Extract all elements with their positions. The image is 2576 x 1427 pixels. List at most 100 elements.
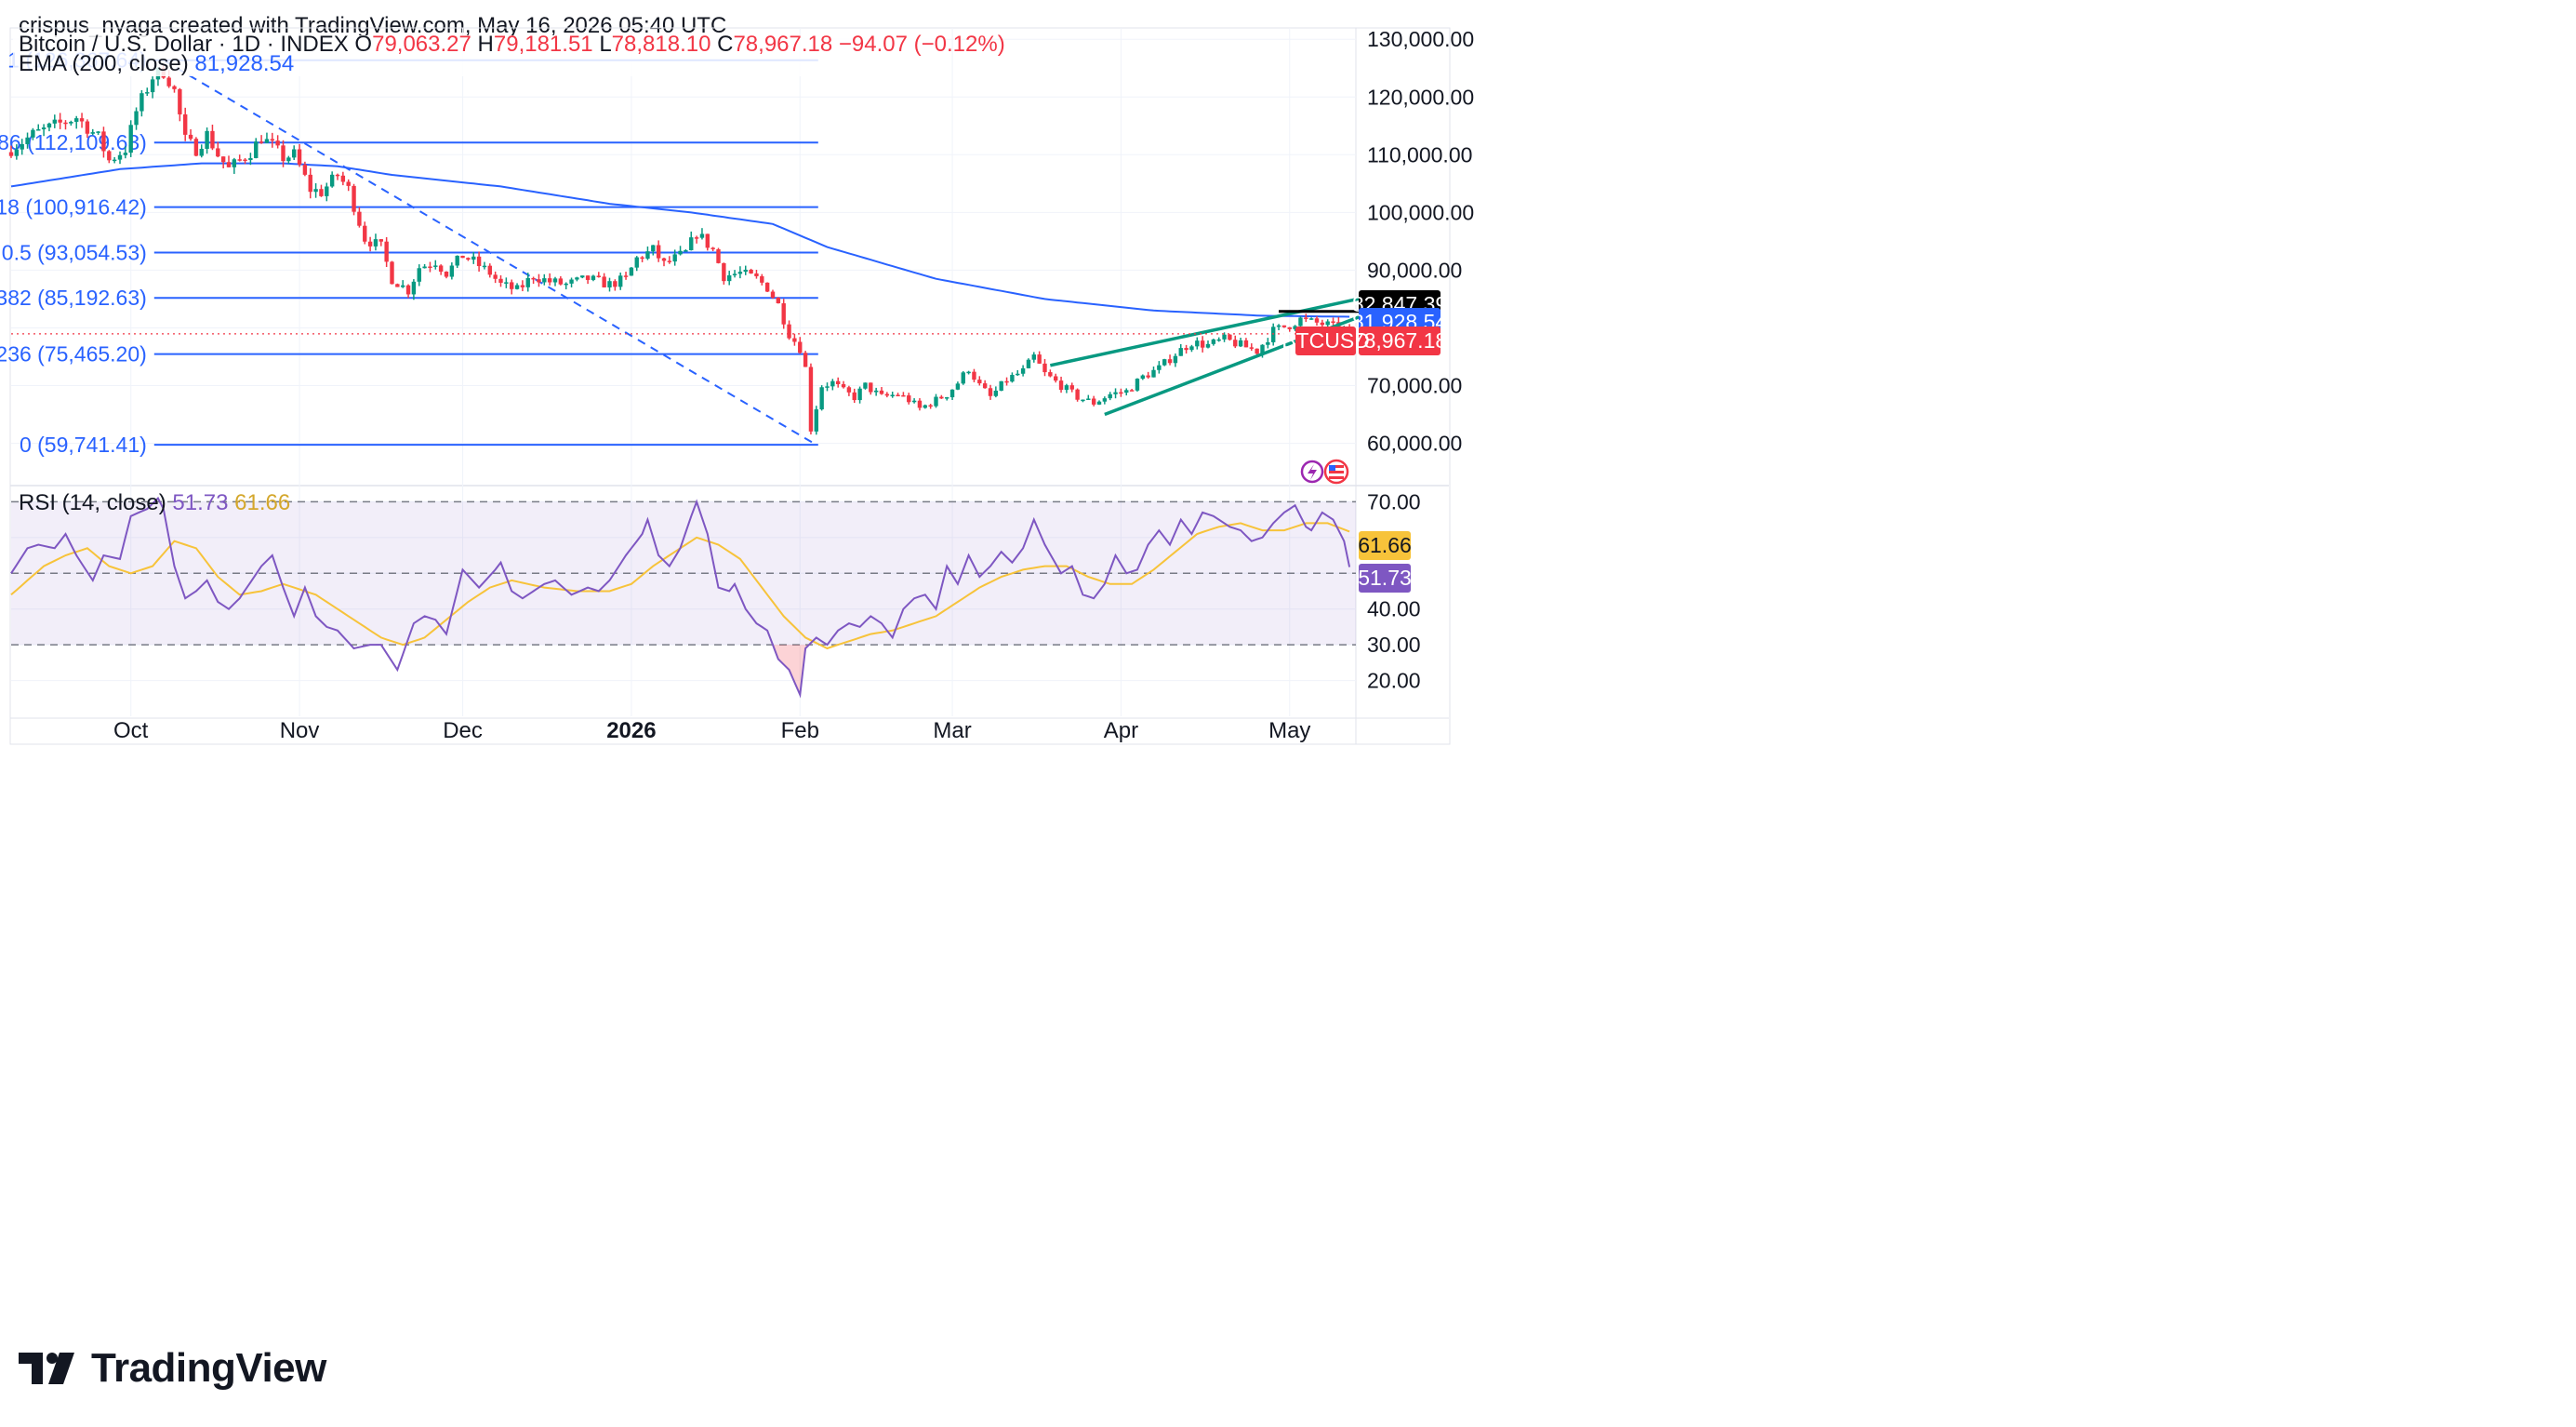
candle-body [466, 258, 471, 260]
candle-body [216, 148, 220, 157]
candle-body [699, 233, 705, 238]
candle-body [1238, 340, 1243, 347]
rsi-scale-label-bg [1359, 531, 1411, 560]
candle-body [41, 127, 46, 130]
candle-body [471, 256, 476, 260]
candle-body [487, 265, 492, 275]
time-tick-label: Oct [113, 718, 149, 743]
candle-body [1016, 373, 1020, 376]
fib-trend-line[interactable] [163, 59, 817, 447]
candle-body [613, 281, 617, 287]
tradingview-logo-icon [19, 1353, 74, 1384]
candle-body [896, 394, 900, 396]
candle-body [384, 241, 389, 262]
rising-wedge-upper[interactable] [1049, 294, 1372, 367]
candle-body [514, 285, 520, 289]
candle-body [1157, 365, 1162, 370]
candle-body [537, 279, 541, 283]
lightning-icon[interactable] [1300, 460, 1324, 484]
candle-body [798, 341, 803, 353]
candle-body [63, 122, 68, 125]
fib-label-0.786: 0.786 (112,109.63) [0, 130, 147, 154]
candle-body [1140, 375, 1145, 380]
candle-body [302, 164, 308, 175]
candle-body [199, 148, 204, 156]
price-labels: 82,847.3981,928.5478,967.18BTCUSD61.6651… [1281, 290, 1447, 593]
candle-body [819, 387, 824, 410]
ohlc-key: O [354, 32, 372, 57]
candle-body [667, 260, 672, 262]
candle-body [482, 265, 487, 268]
candle-body [1173, 355, 1178, 364]
candle-body [591, 275, 596, 280]
candle-body [329, 174, 335, 187]
candle-body [732, 273, 737, 275]
rsi-scale-label-bg [1359, 564, 1411, 593]
candle-body [1064, 385, 1069, 391]
candle-body [226, 162, 232, 167]
candle-body [972, 371, 976, 380]
candle-body [36, 129, 41, 131]
candle-body [1276, 325, 1281, 327]
candle-body [313, 189, 318, 193]
candle-body [1146, 375, 1150, 378]
candle-body [352, 185, 356, 212]
candle-body [498, 278, 503, 283]
candle-body [722, 262, 726, 282]
candle-body [1304, 317, 1308, 319]
fib-label-0.382: 0.382 (85,192.63) [0, 286, 147, 310]
grid [9, 27, 1451, 745]
candle-body [504, 282, 509, 284]
symbol-title-row: Bitcoin / U.S. Dollar · 1D · INDEX O79,0… [19, 32, 1005, 57]
candle-body [737, 272, 743, 274]
candle-body [873, 390, 879, 393]
tradingview-logo[interactable]: TradingView [19, 1345, 326, 1392]
candle-body [814, 409, 818, 432]
candle-body [923, 405, 927, 408]
candle-body [792, 338, 797, 342]
candle-body [1081, 399, 1085, 402]
candle-body [934, 396, 938, 407]
candle-body [869, 382, 873, 393]
price-change: −94.07 (−0.12%) [839, 32, 1005, 57]
rising-wedge-lower[interactable] [1104, 300, 1400, 417]
candle-body [999, 380, 1003, 391]
candle-body [85, 121, 90, 134]
candle-body [1069, 385, 1074, 390]
candle-body [634, 257, 639, 268]
candle-body [150, 79, 155, 93]
candle-body [939, 396, 944, 399]
candle-body [31, 129, 35, 138]
candle-body [1058, 380, 1064, 391]
fibonacci-retracement[interactable]: 1 (126,367.64)0.786 (112,109.63)0.618 (1… [0, 48, 818, 457]
candle-body [781, 303, 786, 325]
candle-body [286, 157, 291, 162]
candle-body [585, 275, 591, 280]
time-tick-label: 2026 [606, 718, 656, 743]
candle-body [1216, 339, 1221, 341]
candle-body [107, 151, 112, 161]
candle-body [14, 149, 20, 156]
drawing-annotations[interactable] [11, 294, 1400, 417]
candle-body [220, 156, 226, 163]
candle-body [264, 139, 270, 143]
candle-body [172, 86, 177, 89]
candle-body [945, 397, 949, 399]
status-icons[interactable] [1300, 459, 1349, 485]
candle-body [993, 390, 999, 396]
candle-body [623, 275, 629, 277]
candle-body [1108, 393, 1112, 399]
candle-body [564, 283, 568, 286]
candle-body [863, 382, 868, 389]
candlestick-series [8, 64, 1352, 435]
time-tick-label: Dec [443, 718, 483, 743]
ema-200-line [10, 162, 1350, 318]
price-tick-label: 130,000.00 [1367, 27, 1474, 51]
candle-body [1042, 363, 1047, 373]
candle-body [444, 271, 449, 277]
candle-body [460, 255, 465, 259]
candle-body [1293, 326, 1297, 329]
candle-body [46, 123, 52, 128]
ohlc-key: L [599, 32, 611, 57]
